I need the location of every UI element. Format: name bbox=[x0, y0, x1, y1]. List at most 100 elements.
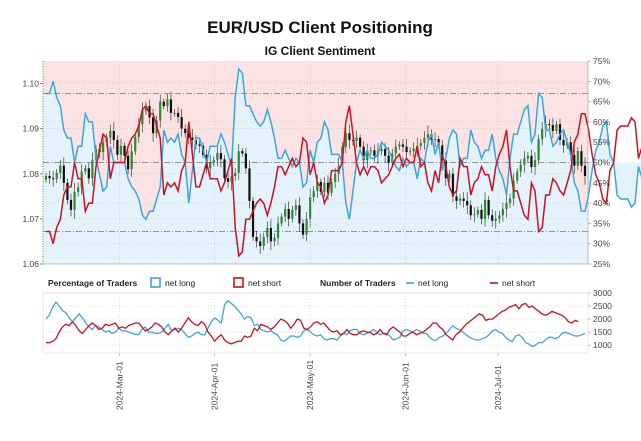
traders-tick-label: 2000 bbox=[593, 314, 612, 324]
candle-body bbox=[312, 190, 315, 198]
traders-tick-label: 3000 bbox=[593, 288, 612, 298]
candle-body bbox=[466, 200, 469, 206]
candle-body bbox=[408, 151, 412, 153]
candle-body bbox=[259, 241, 262, 246]
candle-body bbox=[487, 199, 490, 216]
candle-body bbox=[451, 173, 455, 197]
candle-body bbox=[159, 101, 162, 121]
chart-subtitle: IG Client Sentiment bbox=[265, 44, 376, 58]
candle-body bbox=[501, 208, 505, 216]
candle-body bbox=[169, 99, 173, 113]
candle-body bbox=[494, 218, 497, 221]
candle-body bbox=[583, 165, 587, 177]
candle-body bbox=[219, 153, 223, 160]
candle-body bbox=[562, 139, 565, 146]
traders-net-long-line bbox=[45, 299, 586, 348]
candle-body bbox=[91, 160, 94, 179]
candle-body bbox=[526, 155, 529, 159]
candle-body bbox=[280, 216, 283, 224]
legend-net-long-label: net long bbox=[165, 278, 196, 288]
traders-axis: 1000 1500 2000 2500 3000 bbox=[588, 288, 612, 350]
candle-body bbox=[516, 171, 519, 181]
percent-axis: 25% 30% 35% 40% 45% 50% 55% 60% 65% 70% 75% bbox=[587, 56, 610, 269]
candle-body bbox=[373, 150, 376, 156]
candle-body bbox=[469, 205, 472, 216]
candle-body bbox=[366, 151, 369, 161]
candle-body bbox=[102, 142, 105, 153]
candle-body bbox=[44, 176, 48, 180]
candle-body bbox=[580, 151, 583, 166]
candle-body bbox=[480, 209, 483, 219]
percent-tick-label: 35% bbox=[593, 218, 610, 228]
candle-body bbox=[369, 150, 372, 152]
candle-body bbox=[123, 145, 126, 156]
candle-body bbox=[84, 168, 87, 172]
percent-tick-label: 55% bbox=[593, 137, 610, 147]
candle-body bbox=[380, 148, 383, 152]
legend-net-short-swatch bbox=[233, 277, 244, 288]
date-tick-label: 2024-Jun-01 bbox=[400, 362, 410, 410]
percent-tick-label: 45% bbox=[593, 178, 610, 188]
percent-tick-label: 75% bbox=[593, 56, 610, 66]
candle-body bbox=[52, 178, 55, 180]
candle-body bbox=[412, 148, 415, 152]
legend-percentage-label: Percentage of Traders bbox=[48, 278, 138, 288]
legend-net-short-label: net short bbox=[248, 278, 282, 288]
candle-body bbox=[112, 130, 115, 140]
date-tick-label: 2024-Apr-01 bbox=[210, 362, 220, 410]
candle-body bbox=[426, 134, 430, 138]
candle-body bbox=[198, 144, 201, 146]
candle-body bbox=[458, 198, 462, 201]
legend-net-long-swatch bbox=[150, 277, 161, 288]
candle-body bbox=[334, 173, 337, 182]
price-tick-label: 1.07 bbox=[22, 214, 39, 224]
net-short-percent-line bbox=[46, 104, 641, 258]
traders-lines bbox=[45, 299, 586, 348]
candle-body bbox=[248, 168, 251, 201]
candle-body bbox=[505, 203, 508, 209]
candle-body bbox=[141, 110, 144, 125]
candle-body bbox=[423, 137, 426, 144]
price-tick-label: 1.08 bbox=[22, 169, 39, 179]
candle-body bbox=[244, 153, 248, 169]
candle-body bbox=[237, 151, 240, 173]
traders-tick-label: 1500 bbox=[593, 327, 612, 337]
date-axis: 2024-Mar-01 2024-Apr-01 2024-May-01 2024-Ju… bbox=[114, 61, 503, 410]
candle-body bbox=[316, 181, 319, 191]
candle-body bbox=[537, 139, 540, 161]
percent-tick-label: 40% bbox=[593, 198, 610, 208]
traders-tick-label: 2500 bbox=[593, 301, 612, 311]
candle-body bbox=[187, 133, 190, 138]
candle-body bbox=[184, 128, 187, 134]
candle-body bbox=[273, 237, 276, 242]
sentiment-panel: 1.06 1.07 1.08 1.09 1.10 25% 30% 35% 40% 45% 50% 5… bbox=[22, 56, 641, 269]
price-tick-label: 1.06 bbox=[22, 259, 39, 269]
percent-tick-label: 25% bbox=[593, 259, 610, 269]
candle-body bbox=[69, 199, 73, 210]
candle-body bbox=[216, 153, 219, 161]
candle-body bbox=[130, 151, 133, 170]
candle-body bbox=[483, 199, 487, 219]
percent-tick-label: 70% bbox=[593, 76, 610, 86]
candle-body bbox=[62, 165, 65, 183]
candle-body bbox=[294, 205, 297, 210]
candle-body bbox=[398, 144, 401, 147]
candle-body bbox=[212, 160, 215, 163]
candle-body bbox=[291, 209, 294, 219]
percent-tick-label: 30% bbox=[593, 239, 610, 249]
candle-body bbox=[176, 112, 180, 117]
candle-body bbox=[401, 144, 405, 147]
candle-body bbox=[191, 137, 194, 140]
candle-body bbox=[455, 196, 458, 201]
candle-body bbox=[137, 124, 140, 137]
candle-body bbox=[116, 139, 119, 155]
candle-body bbox=[344, 133, 347, 147]
candle-body bbox=[387, 155, 390, 163]
candle-body bbox=[519, 164, 522, 172]
percent-tick-label: 50% bbox=[593, 158, 610, 168]
candle-body bbox=[323, 182, 326, 192]
candle-body bbox=[55, 172, 58, 180]
date-tick-label: 2024-May-01 bbox=[305, 360, 315, 410]
candle-body bbox=[530, 155, 533, 168]
